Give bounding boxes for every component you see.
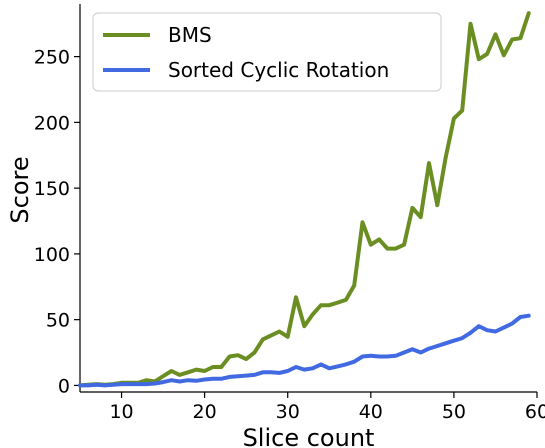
- x-tick-label: 10: [109, 401, 133, 423]
- y-tick-label: 100: [34, 244, 70, 266]
- x-tick-label: 20: [193, 401, 217, 423]
- y-tick-label: 150: [34, 178, 70, 200]
- legend-label-0: BMS: [168, 23, 212, 47]
- y-tick-label: 200: [34, 112, 70, 134]
- y-axis-label: Score: [6, 156, 34, 223]
- series-layer: [78, 11, 531, 388]
- series-line-1: [78, 313, 531, 388]
- x-tick-label: 60: [525, 401, 545, 423]
- x-tick-label: 40: [359, 401, 383, 423]
- legend: BMS Sorted Cyclic Rotation: [92, 12, 442, 92]
- y-tick-label: 50: [46, 310, 70, 332]
- x-tick-label: 30: [276, 401, 300, 423]
- x-axis-label: Slice count: [243, 424, 375, 448]
- legend-box: [92, 12, 442, 92]
- x-tick-label: 50: [442, 401, 466, 423]
- axes: 10 20 30 40 50 60 0 50 100 150 200 250: [34, 4, 545, 423]
- legend-label-1: Sorted Cyclic Rotation: [168, 58, 389, 82]
- y-tick-label: 0: [58, 375, 70, 397]
- y-tick-label: 250: [34, 47, 70, 69]
